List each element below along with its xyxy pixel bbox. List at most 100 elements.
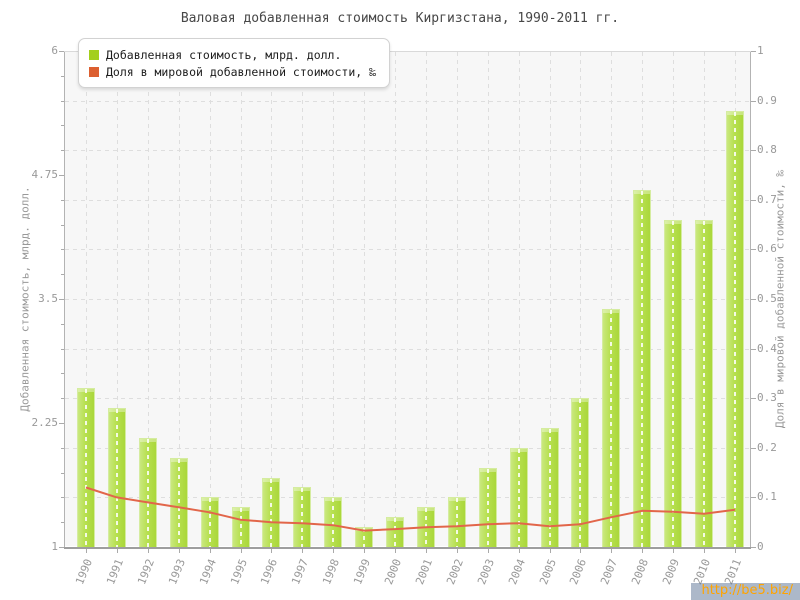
x-axis-tick <box>735 549 736 553</box>
bar-1993[interactable] <box>170 458 188 547</box>
left-axis-minor-tick <box>61 225 64 226</box>
x-axis-label-1996: 1996 <box>258 557 281 587</box>
gridline-vertical <box>611 52 612 546</box>
x-axis-tick <box>86 549 87 553</box>
x-axis-label-1994: 1994 <box>197 557 220 587</box>
x-axis-label-1999: 1999 <box>351 557 374 587</box>
right-axis-tick <box>751 448 756 449</box>
right-axis-tick <box>751 101 756 102</box>
bar-1994[interactable] <box>201 497 219 547</box>
left-axis-title: Добавленная стоимость, млрд. долл. <box>18 186 32 412</box>
x-axis-label-2001: 2001 <box>413 557 436 587</box>
x-axis-label-2004: 2004 <box>506 557 529 587</box>
bar-center-dash <box>85 389 87 547</box>
x-axis-label-2005: 2005 <box>537 557 560 587</box>
left-axis-minor-tick <box>61 324 64 325</box>
x-axis-tick <box>395 549 396 553</box>
right-axis-tick-label: 0.8 <box>757 143 777 156</box>
bar-2011[interactable] <box>726 111 744 547</box>
x-axis-tick <box>241 549 242 553</box>
x-axis-tick <box>457 549 458 553</box>
left-axis-minor-tick <box>61 200 64 201</box>
bar-2000[interactable] <box>386 517 404 547</box>
gridline-vertical <box>457 52 458 546</box>
x-axis-tick <box>488 549 489 553</box>
gridline-horizontal <box>65 299 750 300</box>
bar-2008[interactable] <box>633 190 651 547</box>
x-axis-tick <box>148 549 149 553</box>
gridline-vertical <box>333 52 334 546</box>
gridline-vertical <box>395 52 396 546</box>
bar-2002[interactable] <box>448 497 466 547</box>
bar-2004[interactable] <box>510 448 528 547</box>
bar-center-dash <box>332 498 334 547</box>
right-axis-tick <box>751 249 756 250</box>
bar-1990[interactable] <box>77 388 95 547</box>
left-axis-tick <box>59 51 64 52</box>
legend-label-value-added: Добавленная стоимость, млрд. долл. <box>106 47 342 62</box>
right-axis-tick-label: 0.4 <box>757 342 777 355</box>
left-axis-minor-tick <box>61 398 64 399</box>
x-axis-tick <box>642 549 643 553</box>
bar-2009[interactable] <box>664 220 682 547</box>
gridline-horizontal <box>65 200 750 201</box>
gridline-vertical <box>580 52 581 546</box>
bar-2005[interactable] <box>541 428 559 547</box>
bar-center-dash <box>394 518 396 547</box>
left-axis-tick <box>59 299 64 300</box>
gridline-vertical <box>241 52 242 546</box>
bar-2006[interactable] <box>571 398 589 547</box>
right-axis-tick <box>751 200 756 201</box>
x-axis-label-1991: 1991 <box>104 557 127 587</box>
bar-2010[interactable] <box>695 220 713 547</box>
x-axis-label-2008: 2008 <box>629 557 652 587</box>
bar-2003[interactable] <box>479 468 497 547</box>
bar-1995[interactable] <box>232 507 250 547</box>
bar-center-dash <box>487 469 489 547</box>
left-axis-minor-tick <box>61 473 64 474</box>
world-share-line[interactable] <box>85 486 736 532</box>
gridline-vertical <box>302 52 303 546</box>
bar-2007[interactable] <box>602 309 620 547</box>
left-axis-minor-tick <box>61 249 64 250</box>
bar-1998[interactable] <box>324 497 342 547</box>
x-axis-label-1993: 1993 <box>166 557 189 587</box>
bar-1992[interactable] <box>139 438 157 547</box>
gridline-horizontal <box>65 349 750 350</box>
legend-label-world-share: Доля в мировой добавленной стоимости, ‰ <box>106 64 377 79</box>
right-axis-tick <box>751 51 756 52</box>
bar-center-dash <box>240 508 242 547</box>
x-axis-label-2003: 2003 <box>475 557 498 587</box>
bar-1999[interactable] <box>355 527 373 547</box>
right-axis-tick <box>751 547 756 548</box>
bar-center-dash <box>147 439 149 547</box>
plot-top-border <box>64 51 751 52</box>
x-axis-tick <box>364 549 365 553</box>
left-axis-tick-label: 2.25 <box>31 416 59 429</box>
gridline-vertical <box>86 52 87 546</box>
gridline-horizontal <box>65 398 750 399</box>
x-axis-tick <box>519 549 520 553</box>
gridline-vertical <box>148 52 149 546</box>
x-axis-label-2010: 2010 <box>691 557 714 587</box>
watermark-link[interactable]: http://be5.biz/ <box>691 583 800 600</box>
x-axis-label-1997: 1997 <box>289 557 312 587</box>
x-axis-label-2002: 2002 <box>444 557 467 587</box>
x-axis-label-2006: 2006 <box>567 557 590 587</box>
left-axis-tick <box>59 423 64 424</box>
bar-center-dash <box>270 479 272 547</box>
bar-center-dash <box>734 112 736 547</box>
share-line-layer <box>85 486 736 532</box>
x-axis-tick <box>333 549 334 553</box>
right-axis-tick <box>751 150 756 151</box>
gridline-vertical <box>179 52 180 546</box>
left-axis-tick-label: 4.75 <box>31 168 59 181</box>
bar-1996[interactable] <box>262 478 280 547</box>
x-axis-tick <box>550 549 551 553</box>
bar-1997[interactable] <box>293 487 311 547</box>
bar-center-dash <box>178 459 180 547</box>
gridline-vertical <box>488 52 489 546</box>
left-axis-minor-tick <box>61 150 64 151</box>
legend-item-world-share: Доля в мировой добавленной стоимости, ‰ <box>89 63 376 80</box>
bar-1991[interactable] <box>108 408 126 547</box>
